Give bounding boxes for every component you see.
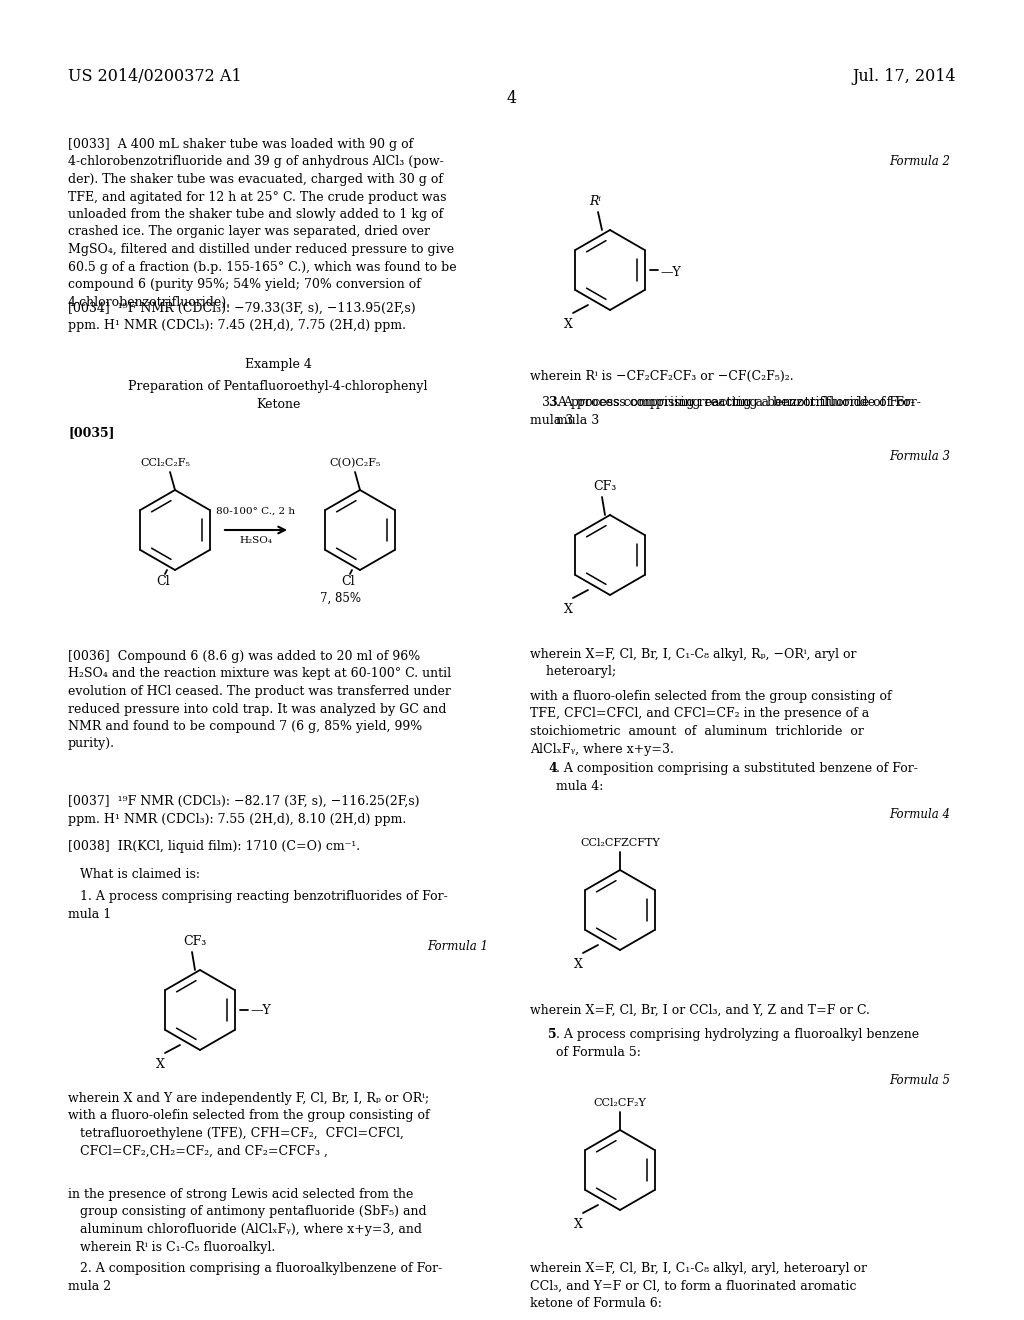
Text: . A process comprising reacting a benzotrifluoride of For-
mula 3: . A process comprising reacting a benzot… (556, 396, 921, 426)
Text: Rⁱ: Rⁱ (589, 195, 601, 209)
Text: —Y: —Y (660, 265, 681, 279)
Text: CCl₂CF₂Y: CCl₂CF₂Y (594, 1098, 646, 1107)
Text: 4: 4 (548, 762, 557, 775)
Text: C(O)C₂F₅: C(O)C₂F₅ (330, 458, 381, 469)
Text: wherein X=F, Cl, Br, I, C₁-C₈ alkyl, Rₚ, −ORⁱ, aryl or
    heteroaryl;: wherein X=F, Cl, Br, I, C₁-C₈ alkyl, Rₚ,… (530, 648, 856, 678)
Text: CF₃: CF₃ (183, 935, 207, 948)
Text: Formula 3: Formula 3 (889, 450, 950, 463)
Text: . A composition comprising a substituted benzene of For-
mula 4:: . A composition comprising a substituted… (556, 762, 918, 792)
Text: CCl₂C₂F₅: CCl₂C₂F₅ (140, 458, 189, 469)
Text: 80-100° C., 2 h: 80-100° C., 2 h (216, 507, 296, 516)
Text: in the presence of strong Lewis acid selected from the
   group consisting of an: in the presence of strong Lewis acid sel… (68, 1188, 427, 1254)
Text: X: X (563, 318, 572, 331)
Text: Jul. 17, 2014: Jul. 17, 2014 (852, 69, 956, 84)
Text: 3: 3 (548, 396, 557, 409)
Text: US 2014/0200372 A1: US 2014/0200372 A1 (68, 69, 242, 84)
Text: —Y: —Y (250, 1003, 270, 1016)
Text: . A process comprising hydrolyzing a fluoroalkyl benzene
of Formula 5:: . A process comprising hydrolyzing a flu… (556, 1028, 920, 1059)
Text: What is claimed is:: What is claimed is: (68, 869, 200, 880)
Text: [0035]: [0035] (68, 426, 115, 440)
Text: Formula 5: Formula 5 (889, 1074, 950, 1086)
Text: Formula 2: Formula 2 (889, 154, 950, 168)
Text: Formula 1: Formula 1 (427, 940, 488, 953)
Text: Cl: Cl (341, 576, 354, 587)
Text: 1. A process comprising reacting benzotrifluorides of For-
mula 1: 1. A process comprising reacting benzotr… (68, 890, 447, 920)
Text: 3. A process comprising reacting a benzotrifluoride of For-
mula 3: 3. A process comprising reacting a benzo… (530, 396, 914, 426)
Text: wherein X and Y are independently F, Cl, Br, I, Rₚ or ORⁱ;
with a fluoro-olefin : wherein X and Y are independently F, Cl,… (68, 1092, 430, 1158)
Text: Preparation of Pentafluoroethyl-4-chlorophenyl
Ketone: Preparation of Pentafluoroethyl-4-chloro… (128, 380, 428, 411)
Text: Example 4: Example 4 (245, 358, 311, 371)
Text: [0036]  Compound 6 (8.6 g) was added to 20 ml of 96%
H₂SO₄ and the reaction mixt: [0036] Compound 6 (8.6 g) was added to 2… (68, 649, 452, 751)
Text: [0037]  ¹⁹F NMR (CDCl₃): −82.17 (3F, s), −116.25(2F,s)
ppm. H¹ NMR (CDCl₃): 7.55: [0037] ¹⁹F NMR (CDCl₃): −82.17 (3F, s), … (68, 795, 420, 825)
Text: X: X (573, 1218, 583, 1232)
Text: 5: 5 (548, 1028, 557, 1041)
Text: wherein X=F, Cl, Br, I or CCl₃, and Y, Z and T=F or C.: wherein X=F, Cl, Br, I or CCl₃, and Y, Z… (530, 1005, 869, 1016)
Text: 4: 4 (507, 90, 517, 107)
Text: CCl₂CFZCFTY: CCl₂CFZCFTY (581, 838, 659, 847)
Text: X: X (156, 1059, 165, 1071)
Text: CF₃: CF₃ (593, 480, 616, 492)
Text: wherein X=F, Cl, Br, I, C₁-C₈ alkyl, aryl, heteroaryl or
CCl₃, and Y=F or Cl, to: wherein X=F, Cl, Br, I, C₁-C₈ alkyl, ary… (530, 1262, 867, 1309)
Text: with a fluoro-olefin selected from the group consisting of
TFE, CFCl=CFCl, and C: with a fluoro-olefin selected from the g… (530, 690, 892, 755)
Text: X: X (563, 603, 572, 616)
Text: 2. A composition comprising a fluoroalkylbenzene of For-
mula 2: 2. A composition comprising a fluoroalky… (68, 1262, 442, 1292)
Text: X: X (573, 958, 583, 972)
Text: wherein Rⁱ is −CF₂CF₂CF₃ or −CF(C₂F₅)₂.: wherein Rⁱ is −CF₂CF₂CF₃ or −CF(C₂F₅)₂. (530, 370, 794, 383)
Text: H₂SO₄: H₂SO₄ (240, 536, 272, 545)
Text: [0033]  A 400 mL shaker tube was loaded with 90 g of
4-chlorobenzotrifluoride an: [0033] A 400 mL shaker tube was loaded w… (68, 139, 457, 309)
Text: [0034]  ¹⁹F NMR (CDCl₃): −79.33(3F, s), −113.95(2F,s)
ppm. H¹ NMR (CDCl₃): 7.45 : [0034] ¹⁹F NMR (CDCl₃): −79.33(3F, s), −… (68, 302, 416, 333)
Text: Formula 4: Formula 4 (889, 808, 950, 821)
Text: Cl: Cl (157, 576, 170, 587)
Text: [0038]  IR(KCl, liquid film): 1710 (C=O) cm⁻¹.: [0038] IR(KCl, liquid film): 1710 (C=O) … (68, 840, 360, 853)
Text: 7, 85%: 7, 85% (319, 591, 360, 605)
